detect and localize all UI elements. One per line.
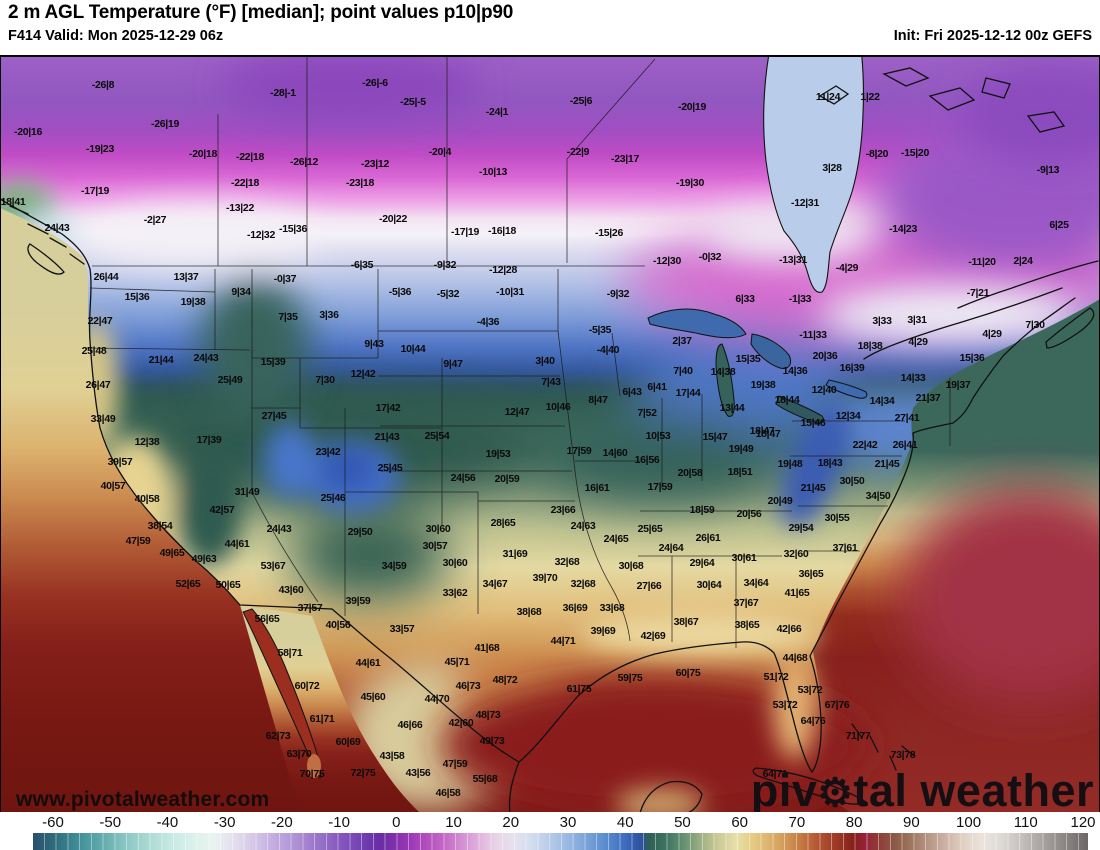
colorbar-tick-label: -60 xyxy=(42,814,64,831)
colorbar-tick-label: 60 xyxy=(731,814,748,831)
colorbar-tick-label: 120 xyxy=(1070,814,1096,831)
colorbar-tick-label: -10 xyxy=(328,814,350,831)
forecast-valid-label: F414 Valid: Mon 2025-12-29 06z xyxy=(8,28,224,44)
color-scale: -60 -50 -40 -30 -20 -10 0 10 20 30 40 50 60 70 80 90 100… xyxy=(0,812,1100,850)
brand-logo-post: tal weather xyxy=(853,765,1094,816)
colorbar-ticks: -60 -50 -40 -30 -20 -10 0 10 20 30 40 50 60 70 80 90 100… xyxy=(42,814,1095,832)
colorbar-tick-label: -50 xyxy=(99,814,122,831)
brand-logo-pre: piv xyxy=(750,765,818,816)
colorbar-tick-label: 50 xyxy=(674,814,691,831)
colorbar-tick-label: 0 xyxy=(392,814,401,831)
colorbar-tick-label: -40 xyxy=(156,814,179,831)
model-init-label: Init: Fri 2025-12-12 00z GEFS xyxy=(893,28,1092,44)
header: 2 m AGL Temperature (°F) [median]; point… xyxy=(0,0,1100,55)
colorbar-tick-label: 40 xyxy=(616,814,634,831)
colorbar-tick-label: 70 xyxy=(788,814,806,831)
colorbar-tick-label: 30 xyxy=(559,814,577,831)
brand-logo: piv⚙tal weather xyxy=(751,768,1094,814)
colorbar-tick-label: -30 xyxy=(213,814,236,831)
colorbar xyxy=(33,833,1088,850)
colorbar-tick-label: 10 xyxy=(445,814,462,831)
colorbar-tick-label: 80 xyxy=(845,814,863,831)
watermark-url: www.pivotalweather.com xyxy=(16,788,270,811)
colorbar-tick-label: 20 xyxy=(502,814,520,831)
gear-icon: ⚙ xyxy=(817,771,854,815)
page-title: 2 m AGL Temperature (°F) [median]; point… xyxy=(8,2,514,23)
map-panel xyxy=(0,55,1100,814)
colorbar-tick-label: 90 xyxy=(902,814,920,831)
colorbar-tick-label: -20 xyxy=(271,814,293,831)
colorbar-tick-label: 110 xyxy=(1013,814,1038,831)
temperature-field-graphic xyxy=(0,56,1100,813)
colorbar-tick-label: 100 xyxy=(956,814,982,831)
